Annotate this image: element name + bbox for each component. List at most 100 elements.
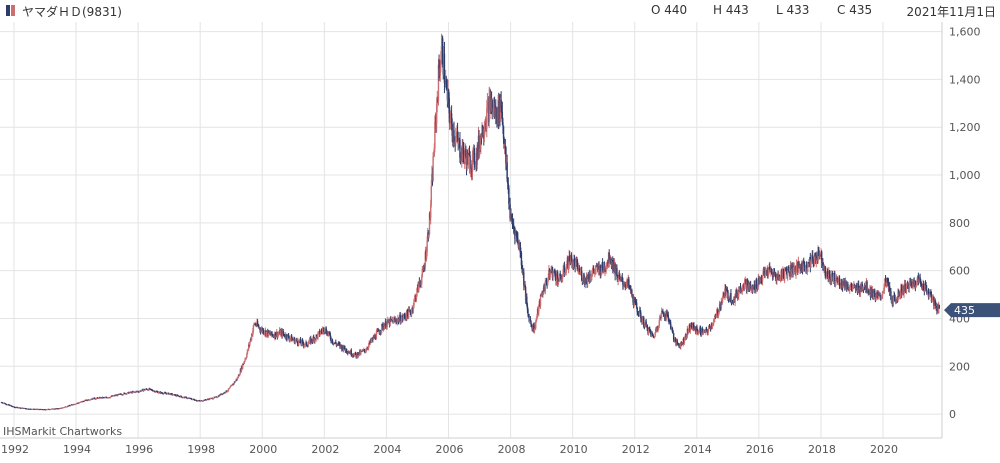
- candle-body: [785, 268, 787, 271]
- candle-body: [614, 263, 616, 276]
- candle-body: [668, 318, 670, 322]
- candle-body: [790, 264, 792, 275]
- candle-body: [404, 315, 406, 319]
- candle-body: [526, 296, 528, 305]
- candle-body: [904, 283, 906, 292]
- candle-body: [799, 265, 801, 270]
- candle-body: [245, 357, 247, 359]
- candle-body: [255, 323, 257, 326]
- candle-body: [407, 309, 410, 319]
- candle-body: [702, 330, 705, 334]
- candle-body: [430, 204, 432, 218]
- candle-body: [592, 268, 595, 271]
- candle-body: [515, 231, 517, 233]
- candle-body: [732, 300, 734, 302]
- candle-body: [311, 338, 313, 342]
- candle-body: [365, 350, 367, 352]
- candle-body: [835, 280, 837, 282]
- open-value: O 440: [651, 3, 688, 17]
- x-tick-label: 2010: [560, 443, 588, 456]
- candle-body: [227, 390, 229, 392]
- candle-body: [820, 251, 823, 266]
- candle-body: [901, 292, 903, 295]
- candle-body: [591, 273, 593, 278]
- candle-body: [144, 389, 147, 391]
- candle-body: [703, 330, 705, 332]
- candle-body: [856, 285, 858, 288]
- candle-body: [567, 265, 570, 269]
- candle-body: [923, 283, 925, 291]
- candle-body: [893, 294, 896, 299]
- candle-body: [776, 277, 778, 281]
- candle-body: [875, 292, 878, 298]
- candle-body: [906, 282, 909, 285]
- candle-body: [866, 281, 868, 292]
- candle-body: [230, 385, 233, 387]
- candle-body: [625, 282, 628, 288]
- candle-body: [872, 296, 875, 299]
- candle-body: [95, 398, 97, 400]
- candle-body: [406, 310, 409, 315]
- candle-body: [425, 252, 428, 259]
- candle-body: [228, 387, 231, 389]
- candle-body: [311, 341, 314, 343]
- last-price-tag: [944, 303, 1000, 318]
- candle-body: [551, 266, 554, 278]
- y-tick-label: 200: [949, 360, 970, 373]
- candle-body: [818, 252, 820, 257]
- candle-body: [448, 98, 450, 114]
- candle-body: [234, 380, 237, 383]
- candle-body: [5, 403, 7, 405]
- candle-body: [917, 276, 920, 283]
- candle-body: [211, 397, 213, 399]
- candle-body: [291, 339, 293, 342]
- candle-body: [193, 399, 196, 401]
- candle-body: [502, 125, 505, 139]
- candle-body: [456, 131, 459, 138]
- candle-body: [256, 321, 259, 326]
- candle-body: [283, 334, 286, 337]
- candle-body: [66, 406, 68, 408]
- candle-body: [460, 159, 462, 161]
- candle-body: [247, 349, 249, 351]
- candle-body: [308, 339, 311, 343]
- candle-body: [884, 278, 886, 285]
- candle-body: [709, 328, 712, 330]
- candle-body: [360, 351, 362, 354]
- candle-body: [849, 286, 851, 290]
- candle-body: [529, 318, 532, 321]
- candle-body: [527, 314, 530, 317]
- candle-body: [294, 340, 296, 344]
- candle-body: [514, 231, 517, 240]
- candle-body: [615, 274, 617, 276]
- candle-body: [573, 259, 575, 268]
- candle-body: [410, 311, 413, 315]
- candle-body: [709, 326, 711, 329]
- candle-body: [938, 305, 940, 309]
- candle-body: [919, 277, 921, 281]
- candle-body: [755, 279, 758, 289]
- candle-body: [683, 338, 685, 343]
- candle-body: [861, 284, 863, 290]
- candle-body: [361, 351, 363, 353]
- candle-body: [702, 333, 704, 335]
- candle-body: [801, 263, 803, 271]
- candle-body: [409, 310, 412, 313]
- candle-body: [523, 272, 525, 286]
- candle-body: [823, 266, 825, 269]
- candle-body: [719, 304, 721, 308]
- candle-body: [646, 324, 649, 331]
- candle-body: [892, 296, 894, 306]
- candle-body: [342, 345, 344, 351]
- candle-body: [672, 333, 675, 340]
- candle-body: [324, 331, 326, 333]
- candle-body: [292, 339, 294, 341]
- candle-body: [396, 320, 398, 323]
- candle-body: [175, 394, 177, 396]
- candle-body: [157, 391, 159, 393]
- candle-body: [244, 359, 246, 362]
- candle-body: [810, 260, 812, 268]
- candle-body: [561, 278, 563, 282]
- candle-body: [880, 296, 883, 300]
